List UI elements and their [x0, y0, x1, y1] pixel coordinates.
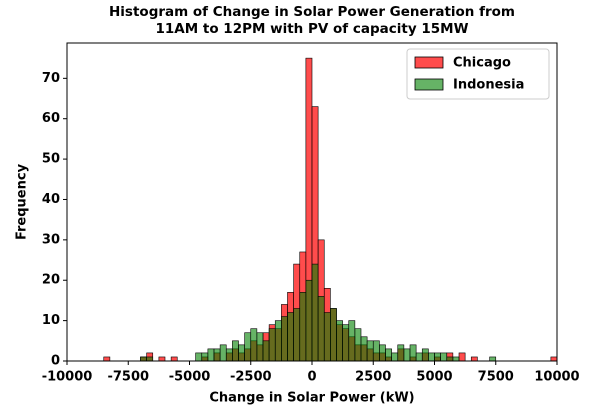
bar [250, 328, 258, 362]
bar [238, 344, 245, 362]
bar [158, 356, 166, 362]
y-tick-label: 60 [42, 111, 60, 126]
y-axis-label: Frequency [15, 163, 30, 240]
bar [342, 324, 350, 362]
chart-title: Histogram of Change in Solar Power Gener… [109, 4, 515, 20]
bar [103, 356, 111, 362]
bar [213, 348, 221, 362]
bar [293, 308, 301, 362]
bar [305, 279, 313, 362]
bar [170, 356, 178, 362]
chart-title: 11AM to 12PM with PV of capacity 15MW [156, 21, 469, 37]
x-tick-label: -7500 [107, 370, 149, 385]
bar [311, 263, 319, 362]
bar [366, 340, 374, 362]
bar [146, 356, 154, 362]
bar [323, 312, 331, 362]
bar [195, 352, 203, 362]
bar [201, 352, 209, 362]
bar [274, 320, 282, 362]
bar [219, 344, 227, 362]
bar [262, 340, 270, 362]
bar [470, 356, 478, 362]
bar [207, 348, 215, 362]
legend: Chicago Indonesia [406, 48, 550, 100]
bar [428, 352, 435, 362]
bar [336, 320, 343, 362]
bar [244, 332, 252, 362]
bar [421, 348, 429, 362]
y-tick-label: 10 [42, 313, 60, 328]
y-tick-label: 70 [42, 71, 60, 86]
x-tick-label: 10000 [534, 370, 579, 385]
x-tick-label: -5000 [169, 370, 211, 385]
bar [489, 356, 497, 362]
bar [434, 352, 441, 362]
bar [372, 340, 380, 362]
y-tick-label: 40 [42, 192, 60, 207]
bar [281, 316, 288, 362]
x-tick-label: 2500 [355, 370, 391, 385]
legend-swatch [414, 78, 444, 91]
bar [403, 348, 411, 362]
bar [379, 344, 386, 362]
bar [299, 292, 307, 362]
bar [415, 352, 423, 362]
bar [360, 336, 368, 362]
legend-label: Indonesia [453, 78, 524, 93]
bar [385, 348, 392, 362]
legend-swatch [414, 56, 444, 69]
bar [268, 328, 276, 362]
bar [391, 352, 399, 362]
bar [550, 356, 558, 362]
bar [440, 352, 448, 362]
x-tick-label: 7500 [478, 370, 514, 385]
bar [397, 344, 405, 362]
x-tick-label: -10000 [42, 370, 93, 385]
bar [458, 352, 466, 362]
bar [446, 356, 454, 362]
bar [225, 348, 233, 362]
bar [330, 308, 337, 362]
y-tick-label: 30 [42, 232, 60, 247]
y-tick-label: 20 [42, 273, 60, 288]
x-tick-label: -2500 [230, 370, 272, 385]
bar [348, 320, 356, 362]
bar [232, 340, 239, 362]
y-tick-label: 0 [51, 354, 60, 369]
bar [409, 344, 417, 362]
bar [140, 356, 147, 362]
x-axis-label: Change in Solar Power (kW) [209, 391, 414, 406]
bar [354, 328, 362, 362]
x-tick-label: 5000 [416, 370, 452, 385]
y-tick-label: 50 [42, 152, 60, 167]
bar [317, 296, 325, 362]
bar [256, 332, 264, 362]
x-tick-label: 0 [307, 370, 316, 385]
bar [287, 312, 294, 362]
legend-label: Chicago [453, 56, 511, 71]
bar [452, 356, 460, 362]
